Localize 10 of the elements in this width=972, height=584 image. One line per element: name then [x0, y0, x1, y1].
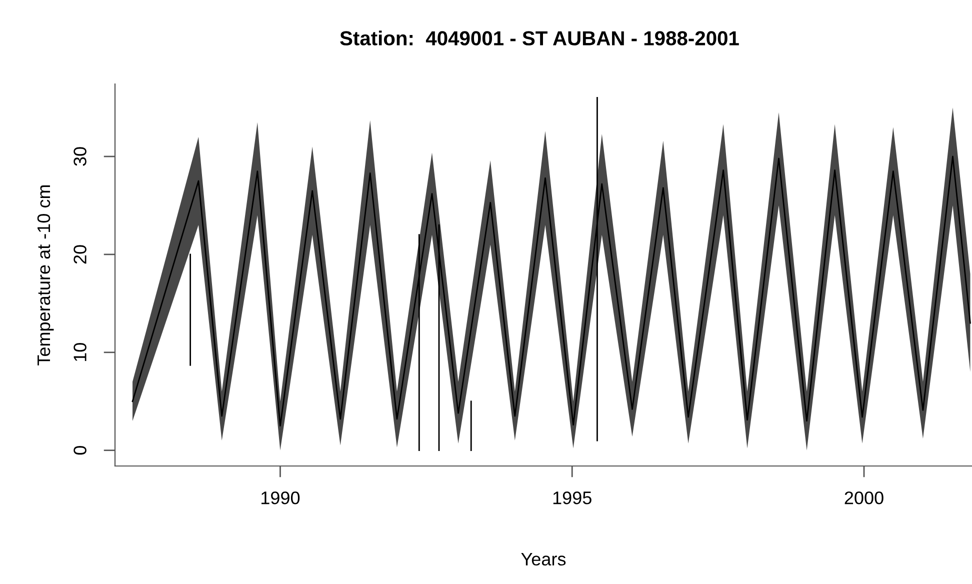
x-tick-label: 1995 — [553, 491, 592, 504]
x-axis-title: Years — [521, 552, 566, 566]
x-tick-label: 1990 — [262, 491, 300, 504]
y-tick-label: 0 — [74, 446, 86, 455]
y-axis-title: Temperature at -10 cm — [37, 185, 54, 366]
y-tick-label: 30 — [74, 147, 86, 166]
y-tick-label: 20 — [74, 245, 86, 264]
chart-title: Station: 4049001 - ST AUBAN - 1988-2001 — [340, 30, 739, 46]
y-tick-label: 10 — [74, 343, 86, 362]
x-tick-label: 2000 — [844, 491, 884, 504]
